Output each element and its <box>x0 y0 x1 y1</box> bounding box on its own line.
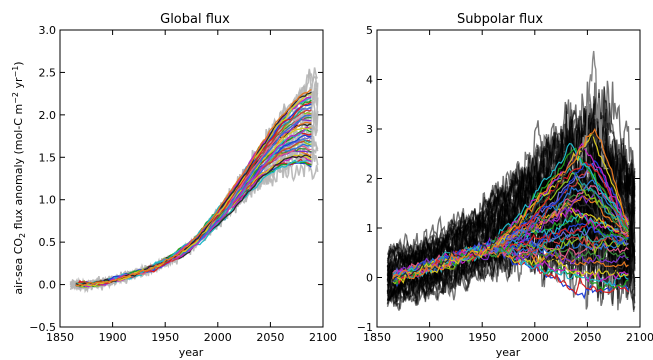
y-axis-label-part: −1 <box>11 66 20 78</box>
colored-ensemble-line <box>75 126 312 286</box>
colored-ensemble-line <box>392 142 629 279</box>
x-tick-label: 1950 <box>468 331 496 344</box>
x-tick-label: 1850 <box>46 331 74 344</box>
y-tick-label: 1.5 <box>39 151 57 164</box>
colored-ensemble-line <box>392 133 629 282</box>
colored-ensemble-line <box>75 91 312 287</box>
chart-title: Global flux <box>160 12 230 27</box>
gray-ensemble-line <box>69 67 319 289</box>
y-axis-label-part: air-sea CO <box>12 238 25 295</box>
x-axis: 1850 1900 1950 2000 2050 2100 <box>46 30 337 344</box>
colored-ensemble-line <box>75 103 312 288</box>
y-axis-label-part: −2 <box>11 92 20 104</box>
colored-ensemble-line <box>392 127 629 280</box>
black-ensemble-line <box>386 81 636 271</box>
y-tick-label: 3 <box>366 123 373 136</box>
x-axis-label: year <box>496 346 521 359</box>
colored-ensemble-line <box>75 150 312 285</box>
y-axis-label-part: ) <box>12 61 25 65</box>
y-tick-label: 2.0 <box>39 109 57 122</box>
y-axis-label-part: flux anomaly (mol-C m <box>12 104 25 233</box>
subpolar-flux-panel: Subpolar flux 1850 1900 1950 2000 2050 2100 −… <box>357 12 653 359</box>
global-flux-panel: Global flux 1850 1900 1950 2000 2050 2100 −0.… <box>11 12 337 359</box>
x-axis: 1850 1900 1950 2000 2050 2100 <box>363 30 653 344</box>
y-tick-label: 1 <box>366 222 373 235</box>
chart-title: Subpolar flux <box>457 12 543 27</box>
x-tick-label: 1900 <box>416 331 444 344</box>
x-tick-label: 2050 <box>256 331 284 344</box>
colored-ensemble-line <box>75 114 312 288</box>
series-group <box>386 50 636 312</box>
y-tick-label: 0 <box>366 272 373 285</box>
x-axis-label: year <box>179 346 204 359</box>
x-tick-label: 1950 <box>151 331 179 344</box>
x-tick-label: 1850 <box>363 331 391 344</box>
y-tick-label: 3.0 <box>39 24 57 37</box>
colored-ensemble-line <box>75 153 312 286</box>
colored-ensemble-line <box>75 158 312 287</box>
x-tick-label: 2100 <box>309 331 337 344</box>
gray-ensemble-line <box>69 156 319 292</box>
colored-ensemble-line <box>75 155 312 288</box>
gray-ensemble-line <box>70 68 318 291</box>
y-tick-label: 1.0 <box>39 194 57 207</box>
x-tick-label: 2000 <box>521 331 549 344</box>
y-axis-label-part: 2 <box>18 233 27 238</box>
y-axis: −0.5 0.0 0.5 1.0 1.5 2.0 2.5 3.0 <box>29 24 323 334</box>
subpolar-flux-plot-area <box>386 50 636 312</box>
colored-ensemble-line <box>75 113 312 287</box>
series-group <box>69 67 319 294</box>
y-tick-label: 4 <box>366 74 373 87</box>
gray-ensemble-line <box>69 148 319 290</box>
y-tick-label: 2 <box>366 173 373 186</box>
x-tick-label: 2050 <box>573 331 601 344</box>
y-axis-label: air-sea CO2 flux anomaly (mol-C m−2 yr−1… <box>11 61 27 294</box>
colored-ensemble-line <box>75 149 312 287</box>
y-tick-label: −1 <box>357 321 373 334</box>
x-tick-label: 1900 <box>99 331 127 344</box>
colored-ensemble-line <box>75 154 312 287</box>
global-flux-frame <box>59 29 324 328</box>
black-ensemble-line <box>386 80 636 263</box>
y-tick-label: 2.5 <box>39 66 57 79</box>
colored-ensemble-line <box>75 89 312 287</box>
global-flux-plot-area <box>69 67 319 294</box>
y-tick-label: 0.0 <box>39 279 57 292</box>
y-axis-label-part: yr <box>12 77 25 92</box>
x-tick-label: 2000 <box>204 331 232 344</box>
y-tick-label: −0.5 <box>29 321 56 334</box>
colored-ensemble-line <box>392 178 629 279</box>
y-axis: −1 0 1 2 3 4 5 <box>357 24 640 334</box>
x-tick-label: 2100 <box>626 331 653 344</box>
y-tick-label: 5 <box>366 24 373 37</box>
y-tick-label: 0.5 <box>39 236 57 249</box>
